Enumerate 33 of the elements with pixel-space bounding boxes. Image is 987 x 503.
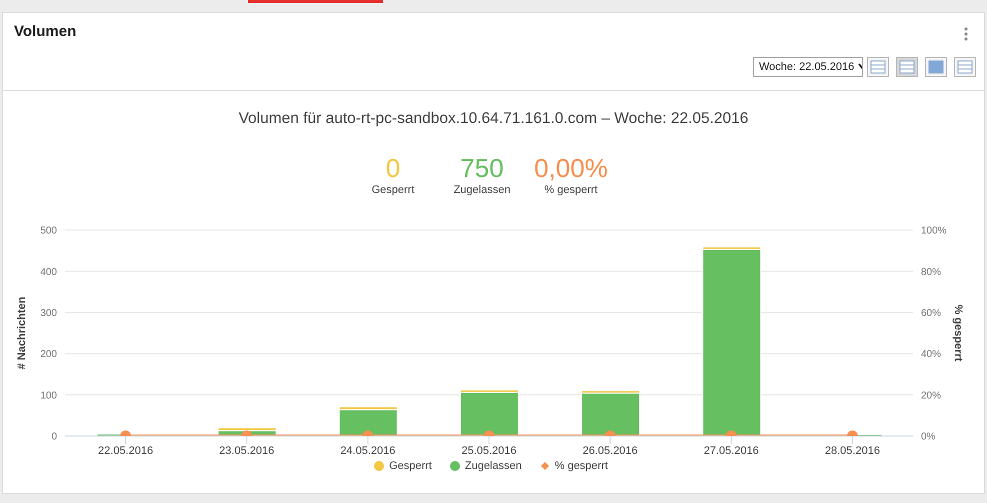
y-tick-label: 300: [40, 308, 58, 319]
legend-label: % gesperrt: [554, 460, 608, 472]
y2-tick-label: 0%: [921, 432, 936, 443]
y2-tick-label: 40%: [921, 349, 942, 360]
x-tick-label: 23.05.2016: [219, 444, 274, 457]
x-tick-label: 22.05.2016: [98, 444, 154, 457]
text: 0,00%: [533, 153, 609, 184]
x-tick-label: 28.05.2016: [824, 444, 880, 457]
chart-title: Volumen für auto-rt-pc-sandbox.10.64.71.161.0.com – Woche: 22.05.2016: [238, 110, 750, 128]
text: Volumen: [14, 23, 76, 40]
x-tick-label: 27.05.2016: [704, 444, 759, 457]
y-tick-label: 0: [51, 432, 58, 443]
text: % gesperrt: [543, 184, 599, 196]
y-axis-title: # Nachrichten: [16, 296, 28, 370]
y2-tick-label: 100%: [921, 226, 947, 237]
x-tick-label: 26.05.2016: [582, 444, 638, 457]
text: Woche: 22.05.2016: [759, 61, 854, 73]
legend-label: Gesperrt: [389, 460, 432, 472]
y2-axis-title: % gesperrt: [952, 304, 964, 362]
x-tick-label: 24.05.2016: [340, 444, 396, 457]
y-tick-label: 100: [40, 390, 58, 402]
legend-label: Zugelassen: [464, 460, 522, 472]
y-tick-label: 500: [40, 226, 58, 237]
text: Gesperrt: [370, 184, 416, 196]
y-tick-label: 400: [40, 266, 58, 278]
text: Zugelassen: [452, 184, 512, 196]
y2-tick-label: 80%: [921, 266, 942, 278]
y2-tick-label: 60%: [921, 308, 942, 319]
x-tick-label: 25.05.2016: [461, 444, 517, 457]
y-tick-label: 200: [40, 349, 58, 360]
text: 0: [384, 153, 402, 184]
text: 750: [459, 153, 505, 184]
y2-tick-label: 20%: [921, 390, 942, 402]
